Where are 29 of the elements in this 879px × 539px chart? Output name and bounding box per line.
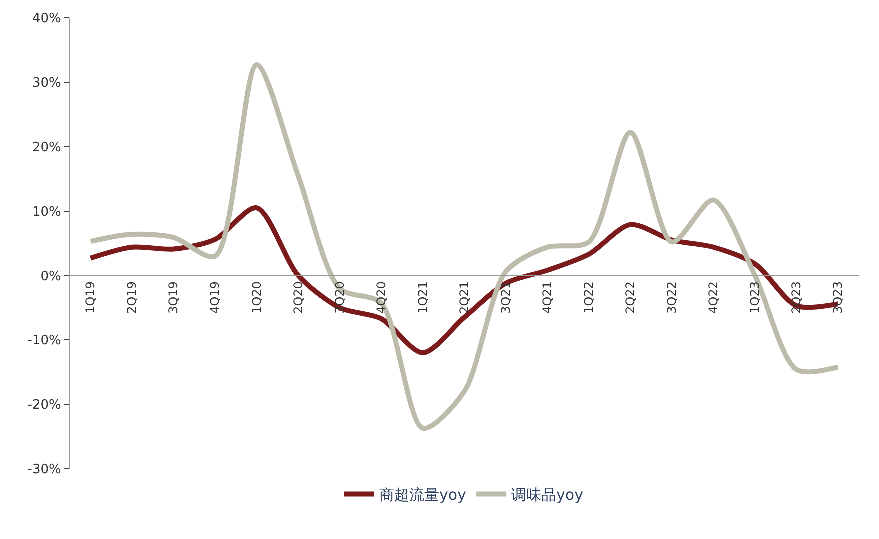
y-tick-label: 20% [32,140,62,156]
x-tick-label: 2Q21 [457,282,472,314]
y-tick-label: 40% [32,12,62,27]
x-tick-label: 1Q23 [748,282,762,314]
x-tick-label: 3Q21 [498,282,513,314]
x-tick-label: 2Q20 [291,282,306,314]
legend-label: 调味品yoy [512,486,584,504]
x-tick-label: 1Q19 [84,282,98,314]
legend-label: 商超流量yoy [380,486,467,504]
x-tick-label: 2Q22 [624,282,638,314]
x-tick-label: 2Q23 [790,282,804,314]
x-tick-label: 3Q19 [166,282,181,314]
y-tick-label: -10% [28,334,62,349]
x-tick-label: 3Q20 [332,282,347,314]
y-tick-label: -30% [28,462,62,478]
x-tick-label: 3Q22 [665,282,680,314]
y-tick-label: 10% [32,204,62,220]
x-tick-label: 4Q19 [208,282,222,314]
y-tick-label: -20% [28,398,62,414]
y-tick-label: 0% [40,269,62,284]
y-tick-label: 30% [32,76,62,91]
x-tick-label: 2Q19 [125,282,140,314]
x-tick-label: 4Q20 [374,282,388,314]
x-tick-label: 1Q20 [250,282,264,314]
x-tick-label: 4Q21 [540,282,554,314]
x-tick-label: 3Q23 [831,282,846,314]
x-tick-label: 4Q22 [706,282,721,314]
x-tick-label: 1Q22 [582,282,596,314]
x-tick-label: 1Q21 [416,282,430,314]
